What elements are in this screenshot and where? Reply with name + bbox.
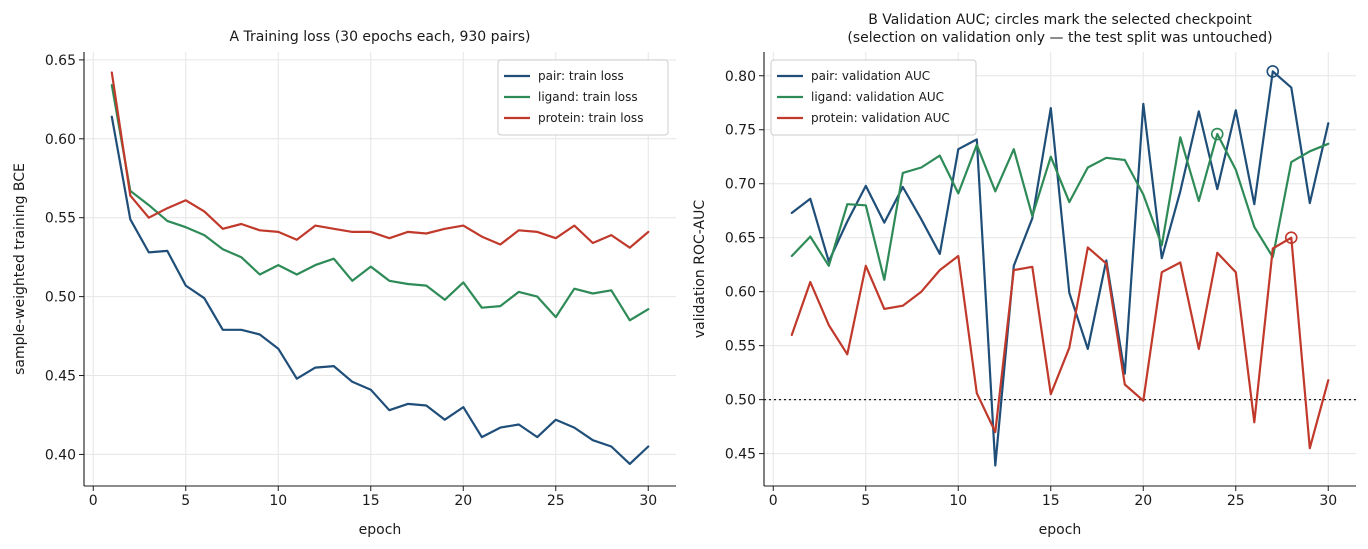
x-tick-label: 5: [861, 493, 870, 509]
legend-box: [770, 59, 977, 136]
y-tick-label: 0.55: [725, 339, 756, 355]
x-tick-label: 0: [769, 493, 778, 509]
legend-entry-label: protein: validation AUC: [811, 111, 950, 125]
series-line-ligand: [790, 132, 1330, 281]
y-tick-label: 0.60: [45, 132, 76, 148]
x-tick-label: 25: [547, 493, 565, 509]
series-line-protein: [790, 236, 1330, 450]
y-axis-label: validation ROC-AUC: [692, 200, 708, 338]
legend-entry-label: pair: train loss: [538, 69, 624, 83]
panel-a-training-loss: 0 5 10 15 20 25 30 0.40 0.45 0.50 0.55 0.60 0.65 epoc…: [12, 29, 676, 538]
legend-entry-label: ligand: validation AUC: [811, 90, 944, 104]
legend-box: [497, 59, 669, 136]
x-tick-label: 20: [454, 493, 472, 509]
legend-entry-label: pair: validation AUC: [811, 69, 930, 83]
y-tick-label: 0.50: [45, 290, 76, 306]
panel-subtitle: (selection on validation only — the test…: [847, 30, 1272, 46]
x-tick-label: 0: [89, 493, 98, 509]
legend-entry-label: protein: train loss: [538, 111, 643, 125]
y-axis-label: sample-weighted training BCE: [12, 163, 28, 375]
selected-checkpoint-marker-pair: [1266, 65, 1280, 78]
x-tick-label: 10: [949, 493, 967, 509]
x-tick-label: 5: [181, 493, 190, 509]
x-tick-label: 25: [1227, 493, 1245, 509]
y-tick-label: 0.55: [45, 211, 76, 227]
x-tick-label: 20: [1134, 493, 1152, 509]
y-tick-label: 0.65: [725, 231, 756, 247]
y-tick-label: 0.60: [725, 285, 756, 301]
y-tick-label: 0.65: [45, 53, 76, 69]
y-tick-label: 0.80: [725, 69, 756, 85]
series-line-protein: [110, 71, 650, 249]
series-line-pair: [790, 70, 1330, 467]
x-axis-label: epoch: [1039, 522, 1082, 538]
x-tick-label: 15: [1042, 493, 1060, 509]
y-tick-label: 0.45: [45, 369, 76, 385]
y-tick-label: 0.75: [725, 123, 756, 139]
x-tick-label: 10: [269, 493, 287, 509]
y-tick-label: 0.50: [725, 393, 756, 409]
y-tick-label: 0.70: [725, 177, 756, 193]
x-axis-label: epoch: [359, 522, 402, 538]
x-tick-label: 30: [639, 493, 657, 509]
y-tick-label: 0.45: [725, 447, 756, 463]
series-line-ligand: [110, 83, 650, 322]
selected-checkpoint-marker-protein: [1284, 231, 1298, 244]
legend-entry-label: ligand: train loss: [538, 90, 638, 104]
x-tick-label: 30: [1319, 493, 1337, 509]
legend: pair: validation AUC ligand: validation A…: [770, 59, 977, 136]
y-tick-label: 0.40: [45, 447, 76, 463]
selected-checkpoint-marker-ligand: [1210, 127, 1224, 141]
panel-title: A Training loss (30 epochs each, 930 pai…: [229, 29, 530, 45]
x-tick-label: 15: [362, 493, 380, 509]
series-line-pair: [110, 115, 650, 465]
legend: pair: train loss ligand: train loss protei…: [497, 59, 669, 136]
panel-title: B Validation AUC; circles mark the selec…: [868, 12, 1252, 28]
panel-b-validation-auc: 0 5 10 15 20 25 30 0.45 0.50 0.55 0.60 0.65 0.70 0.75…: [692, 12, 1356, 538]
